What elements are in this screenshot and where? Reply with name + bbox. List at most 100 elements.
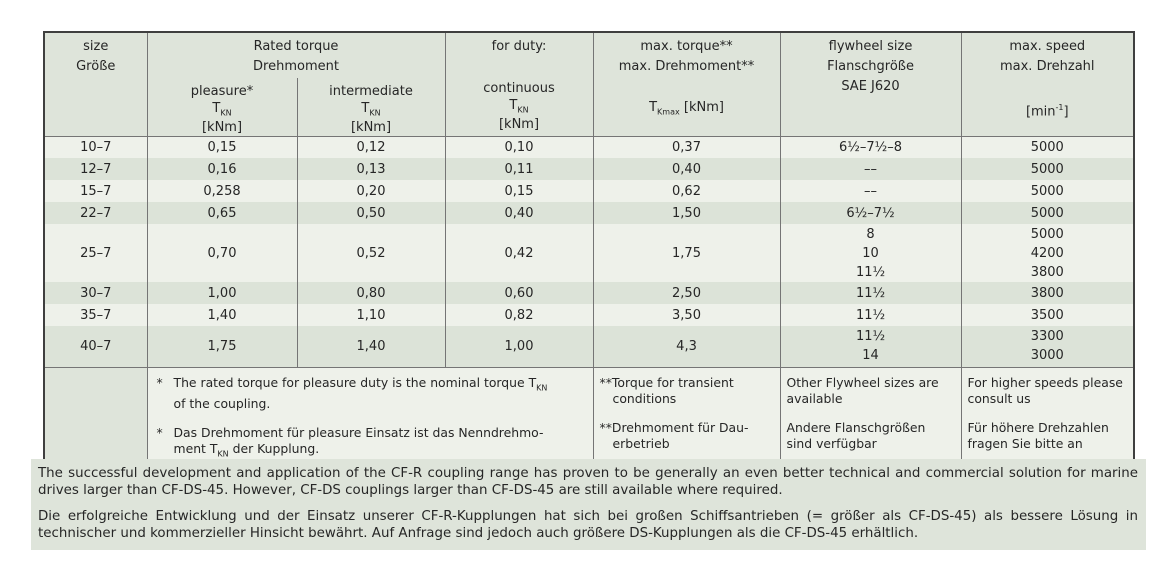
- cell-flywheel: ––: [779, 180, 962, 203]
- header-intermediate-label: intermediate: [329, 84, 413, 99]
- cell-size: 30–7: [43, 282, 148, 305]
- header-size-en: size: [83, 39, 109, 54]
- cell-flywheel: 6½–7½: [779, 202, 962, 225]
- footnote-speed-de: Für höhere Drehzahlen fragen Sie bitte a…: [967, 419, 1109, 451]
- cell-continuous: 1,00: [444, 326, 594, 368]
- tkn-symbol: TKN: [209, 441, 229, 459]
- header-intermediate: intermediate TKN [kNm]: [296, 78, 446, 137]
- cell-size: 15–7: [43, 180, 148, 203]
- header-rated-torque-de: Drehmoment: [253, 59, 339, 74]
- cell-max-torque: 4,3: [592, 326, 781, 368]
- cell-intermediate: 1,40: [296, 326, 446, 368]
- header-continuous-label: continuous: [483, 81, 555, 96]
- cell-pleasure: 0,70: [146, 224, 298, 283]
- cell-size: 40–7: [43, 326, 148, 368]
- cell-max-torque: 1,50: [592, 202, 781, 225]
- cell-flywheel: 11½ 14: [779, 326, 962, 368]
- header-continuous-unit: [kNm]: [498, 116, 540, 132]
- cell-continuous: 0,82: [444, 304, 594, 327]
- cell-intermediate: 0,80: [296, 282, 446, 305]
- cell-max-speed: 5000: [960, 202, 1135, 225]
- cell-flywheel: ––: [779, 158, 962, 181]
- table-row-40-7: 40–7 1,75 1,40 1,00 4,3 11½ 14 3300 3000: [43, 326, 1135, 368]
- table-row-22-7: 22–7 0,65 0,50 0,40 1,50 6½–7½ 5000: [43, 202, 1135, 225]
- bottom-note-block: The successful development and applicati…: [31, 459, 1146, 550]
- footnote-max-torque-de: **Drehmoment für Dau- erbetrieb: [599, 419, 749, 451]
- footnote-speed-en: For higher speeds please consult us: [967, 374, 1123, 406]
- header-size-de: Größe: [76, 59, 116, 74]
- table-row-35-7: 35–7 1,40 1,10 0,82 3,50 11½ 3500: [43, 304, 1135, 327]
- cell-flywheel: 8 10 11½: [779, 224, 962, 283]
- header-for-duty: for duty: continuous TKN [kNm]: [444, 32, 594, 137]
- cell-intermediate: 0,20: [296, 180, 446, 203]
- header-max-torque-symbol: TKmax [kNm]: [649, 100, 724, 117]
- header-max-torque: max. torque** max. Drehmoment** TKmax [k…: [592, 32, 781, 137]
- cell-intermediate: 0,50: [296, 202, 446, 225]
- header-continuous-symbol: TKN: [509, 98, 529, 115]
- cell-max-torque: 0,37: [592, 135, 781, 159]
- cell-size: 22–7: [43, 202, 148, 225]
- header-for-duty-label: for duty:: [491, 39, 547, 54]
- footnote-rated-en: * The rated torque for pleasure duty is …: [156, 374, 548, 412]
- header-intermediate-symbol: TKN: [361, 101, 381, 118]
- table-row-15-7: 15–7 0,258 0,20 0,15 0,62 –– 5000: [43, 180, 1135, 203]
- table-row-25-7: 25–7 0,70 0,52 0,42 1,75 8 10 11½ 5000 4…: [43, 224, 1135, 283]
- header-intermediate-unit: [kNm]: [350, 119, 392, 135]
- header-flywheel-en: flywheel size: [828, 39, 913, 54]
- asterisk-marker: *: [156, 425, 163, 441]
- cell-max-torque: 0,40: [592, 158, 781, 181]
- table-row-30-7: 30–7 1,00 0,80 0,60 2,50 11½ 3800: [43, 282, 1135, 305]
- header-size: size Größe: [43, 32, 148, 137]
- cell-max-torque: 0,62: [592, 180, 781, 203]
- header-pleasure: pleasure* TKN [kNm]: [146, 78, 298, 137]
- cell-max-speed: 3500: [960, 304, 1135, 327]
- table-row-10-7: 10–7 0,15 0,12 0,10 0,37 6½–7½–8 5000: [43, 135, 1135, 159]
- bottom-paragraph-de: Die erfolgreiche Entwicklung und der Ein…: [38, 509, 1138, 541]
- cell-pleasure: 1,40: [146, 304, 298, 327]
- header-pleasure-symbol: TKN: [212, 101, 232, 118]
- header-pleasure-label: pleasure*: [190, 84, 254, 99]
- cell-max-speed: 5000: [960, 158, 1135, 181]
- header-row-sub: pleasure* TKN [kNm] intermediate TKN [kN…: [44, 78, 1134, 137]
- header-max-speed-en: max. speed: [1009, 39, 1086, 54]
- cell-intermediate: 0,13: [296, 158, 446, 181]
- cell-continuous: 0,15: [444, 180, 594, 203]
- cell-continuous: 0,11: [444, 158, 594, 181]
- asterisk-marker: *: [156, 374, 163, 390]
- header-rated-torque-en: Rated torque: [253, 39, 339, 54]
- header-max-torque-en: max. torque**: [640, 39, 733, 54]
- cell-flywheel: 6½–7½–8: [779, 135, 962, 159]
- cell-max-speed: 5000: [960, 180, 1135, 203]
- cell-intermediate: 0,52: [296, 224, 446, 283]
- cell-pleasure: 0,16: [146, 158, 298, 181]
- cell-pleasure: 0,258: [146, 180, 298, 203]
- cell-continuous: 0,40: [444, 202, 594, 225]
- coupling-spec-table: size Größe Rated torque Drehmoment for d…: [43, 31, 1136, 482]
- header-max-speed-de: max. Drehzahl: [999, 59, 1095, 74]
- cell-continuous: 0,10: [444, 135, 594, 159]
- cell-max-speed: 3800: [960, 282, 1135, 305]
- cell-size: 35–7: [43, 304, 148, 327]
- header-rated-torque: Rated torque Drehmoment: [146, 32, 446, 78]
- header-continuous-block: continuous TKN [kNm]: [446, 79, 593, 133]
- cell-flywheel: 11½: [779, 282, 962, 305]
- header-max-speed: max. speed max. Drehzahl [min-1]: [960, 32, 1135, 137]
- tkn-symbol: TKN: [528, 374, 548, 393]
- cell-max-speed: 5000: [960, 135, 1135, 159]
- cell-max-speed: 3300 3000: [960, 326, 1135, 368]
- footnote-rated-de: * Das Drehmoment für pleasure Einsatz is…: [156, 425, 544, 459]
- cell-pleasure: 0,15: [146, 135, 298, 159]
- cell-pleasure: 0,65: [146, 202, 298, 225]
- cell-size: 25–7: [43, 224, 148, 283]
- cell-size: 12–7: [43, 158, 148, 181]
- header-flywheel-de: Flanschgröße: [827, 59, 914, 74]
- cell-max-torque: 3,50: [592, 304, 781, 327]
- footnote-flywheel-en: Other Flywheel sizes are available: [786, 374, 939, 406]
- header-max-torque-de: max. Drehmoment**: [618, 59, 755, 74]
- header-flywheel-sae: SAE J620: [841, 79, 900, 94]
- header-row-top: size Größe Rated torque Drehmoment for d…: [43, 32, 1135, 137]
- footnote-max-torque-en: **Torque for transient conditions: [599, 374, 734, 406]
- cell-max-torque: 2,50: [592, 282, 781, 305]
- cell-pleasure: 1,00: [146, 282, 298, 305]
- cell-continuous: 0,42: [444, 224, 594, 283]
